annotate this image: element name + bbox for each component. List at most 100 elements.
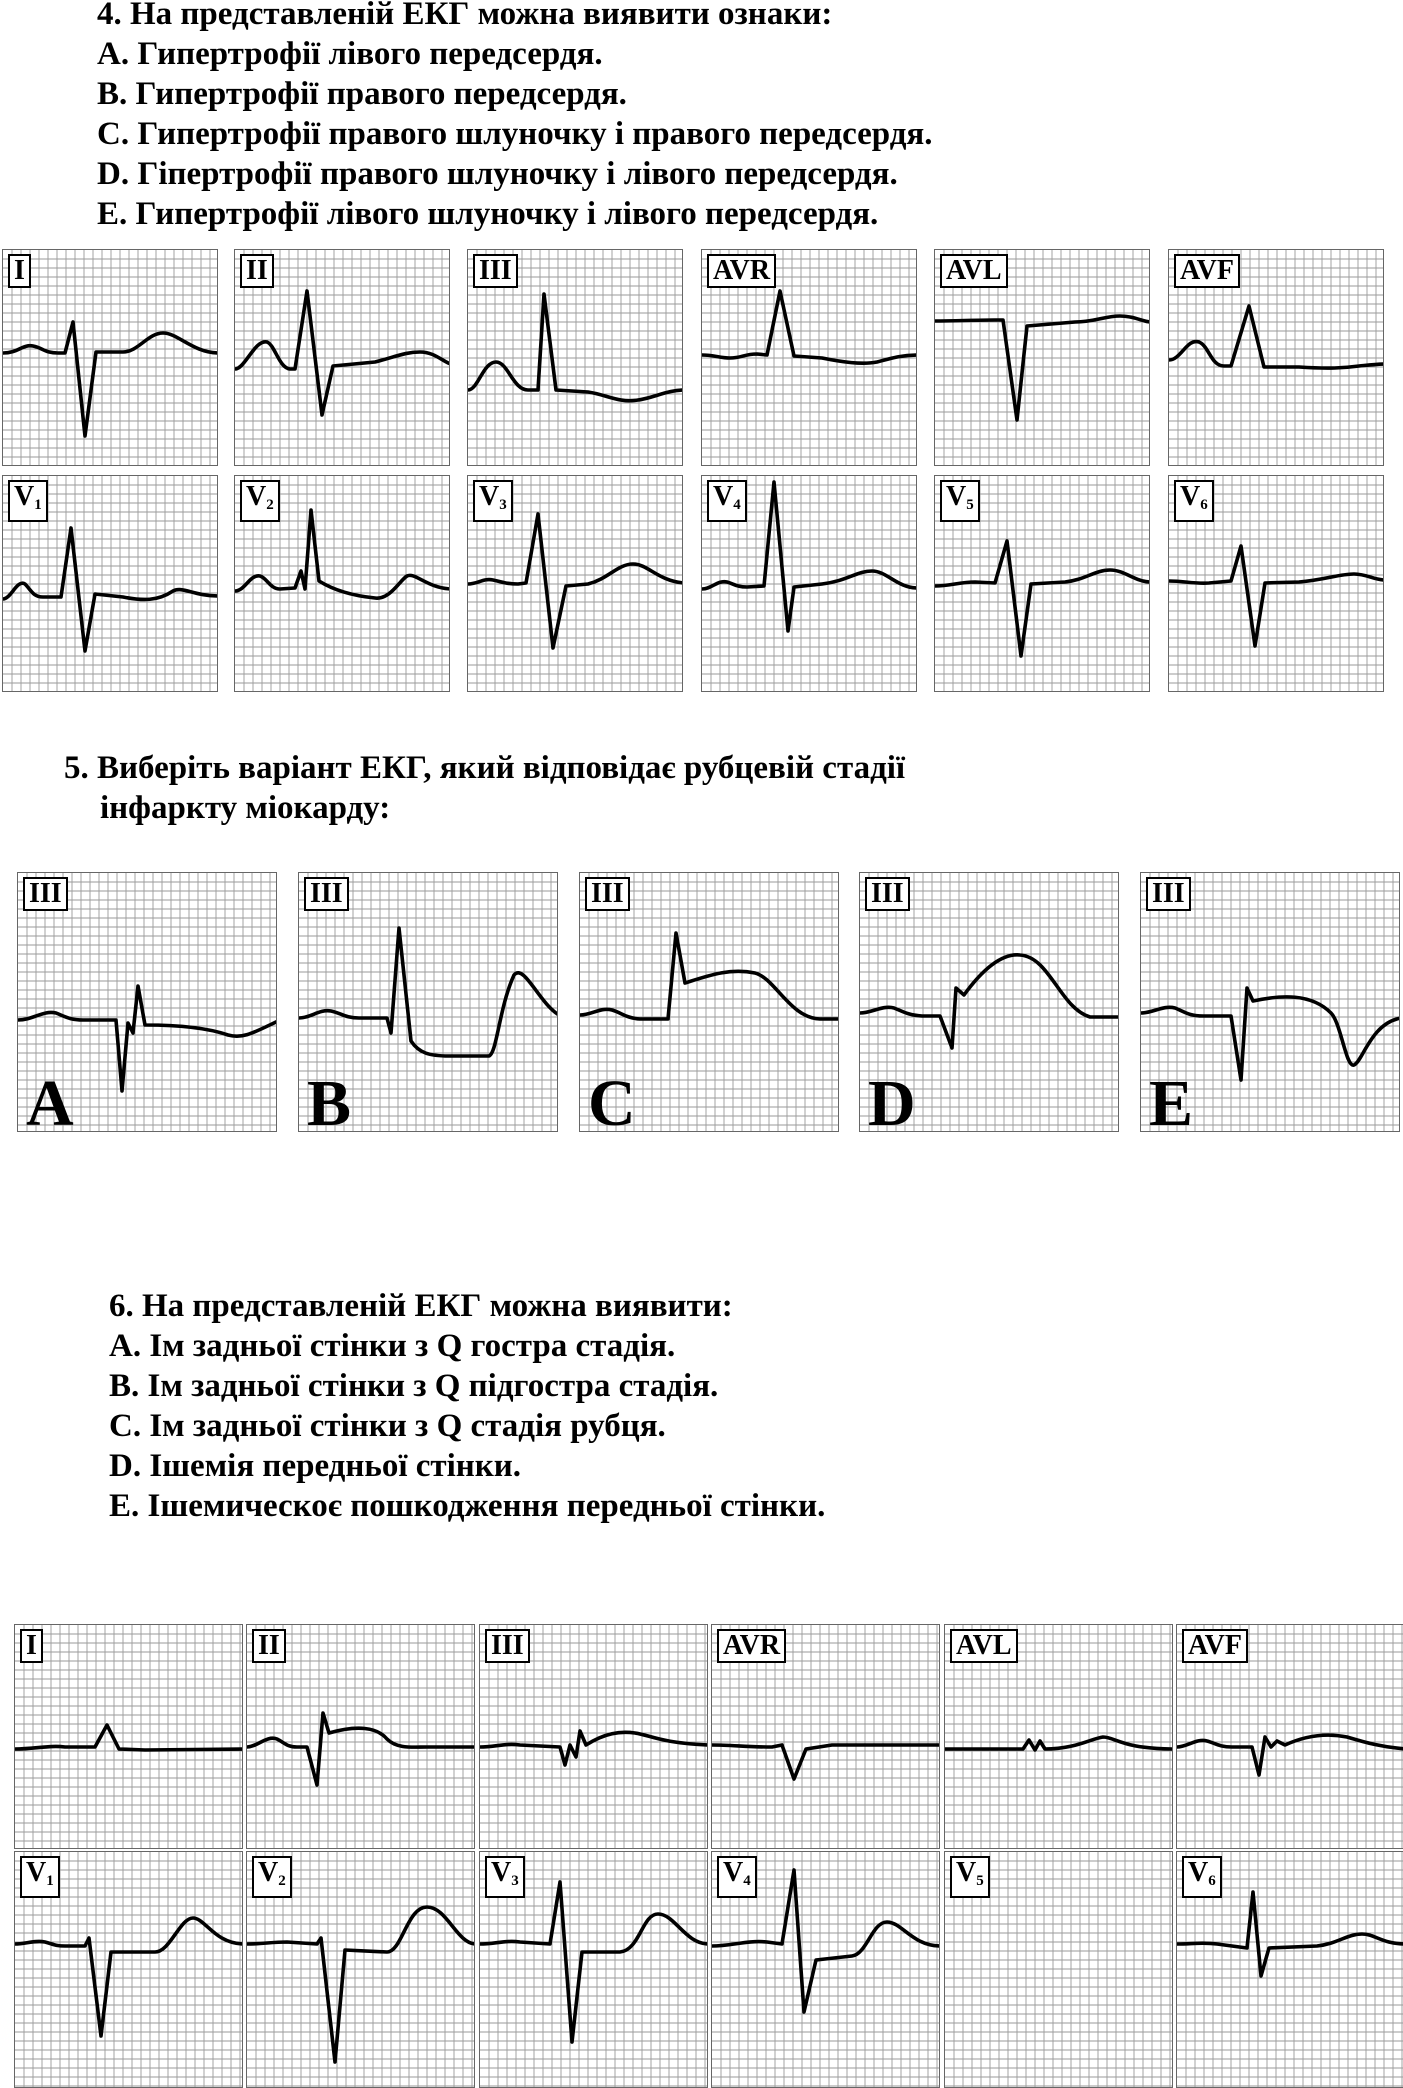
ecg-trace xyxy=(15,1723,242,1752)
lead-label: III xyxy=(473,254,518,288)
q5-option-b-panel[interactable]: III B xyxy=(298,872,558,1132)
ecg-grid-paper xyxy=(712,1852,939,2087)
question-4-option-a: A. Гипертрофії лівого передсердя. xyxy=(97,36,603,72)
q4-ecg-panel-v6: V6 xyxy=(1168,475,1384,692)
ecg-trace xyxy=(580,931,838,1021)
ecg-trace xyxy=(3,320,217,438)
ecg-trace xyxy=(468,292,682,403)
lead-label: V1 xyxy=(20,1856,60,1898)
ecg-grid-paper xyxy=(299,873,557,1131)
question-4-option-d: D. Гіпертрофії правого шлуночку і лівого… xyxy=(97,156,898,192)
ecg-trace xyxy=(480,1729,707,1767)
option-letter: E xyxy=(1149,1067,1194,1132)
q6-ecg-panel-v1: V1 xyxy=(14,1851,243,2088)
ecg-grid-paper xyxy=(702,476,916,691)
lead-label: V5 xyxy=(940,480,980,522)
ecg-trace xyxy=(18,984,276,1093)
lead-label: V6 xyxy=(1174,480,1214,522)
ecg-grid-paper xyxy=(235,250,449,465)
q6-ecg-panel-ii: II xyxy=(246,1624,475,1849)
q4-ecg-panel-avr: AVR xyxy=(701,249,917,466)
q6-ecg-panel-avr: AVR xyxy=(711,1624,940,1849)
question-4-option-b: B. Гипертрофії правого передсердя. xyxy=(97,76,627,112)
question-4: 4. На представленій ЕКГ можна виявити оз… xyxy=(97,0,933,234)
lead-label: AVF xyxy=(1182,1629,1248,1663)
question-5-title-line-1: 5. Виберіть варіант ЕКГ, який відповідає… xyxy=(64,750,906,786)
lead-label: V6 xyxy=(1182,1856,1222,1898)
q4-ecg-panel-v1: V1 xyxy=(2,475,218,692)
q4-ecg-panel-v2: V2 xyxy=(234,475,450,692)
lead-subscript: 5 xyxy=(966,497,974,513)
ecg-trace xyxy=(247,1711,474,1787)
lead-subscript: 4 xyxy=(733,497,741,513)
ecg-trace xyxy=(235,508,449,600)
q5-option-a-panel[interactable]: III A xyxy=(17,872,277,1132)
lead-subscript: 6 xyxy=(1208,1873,1216,1889)
q6-ecg-panel-v2: V2 xyxy=(246,1851,475,2088)
option-letter: D xyxy=(868,1067,916,1132)
q4-ecg-panel-i: I xyxy=(2,249,218,466)
q4-ecg-panel-v5: V5 xyxy=(934,475,1150,692)
ecg-grid-paper xyxy=(1177,1852,1403,2087)
q4-ecg-panel-v4: V4 xyxy=(701,475,917,692)
q6-ecg-panel-v5: V5 xyxy=(944,1851,1173,2088)
ecg-trace xyxy=(702,480,916,633)
lead-subscript: 2 xyxy=(266,497,274,513)
ecg-grid-paper xyxy=(935,250,1149,465)
ecg-grid-paper xyxy=(15,1852,242,2087)
ecg-grid-paper xyxy=(247,1852,474,2087)
lead-subscript: 4 xyxy=(743,1873,751,1889)
lead-label: AVR xyxy=(717,1629,787,1663)
ecg-trace xyxy=(702,289,916,366)
question-4-option-c: C. Гипертрофії правого шлуночку і правог… xyxy=(97,116,933,152)
lead-label: II xyxy=(252,1629,286,1663)
lead-label: I xyxy=(20,1629,43,1663)
ecg-trace xyxy=(1169,544,1383,648)
ecg-grid-paper xyxy=(468,250,682,465)
question-6-option-d: D. Ішемія передньої стінки. xyxy=(109,1448,522,1484)
q6-ecg-panel-avf: AVF xyxy=(1176,1624,1403,1849)
ecg-trace xyxy=(480,1880,707,2044)
ecg-trace xyxy=(1177,1890,1403,1978)
q6-ecg-panel-v3: V3 xyxy=(479,1851,708,2088)
q4-ecg-panel-avf: AVF xyxy=(1168,249,1384,466)
q5-option-d-panel[interactable]: III D xyxy=(859,872,1119,1132)
ecg-grid-paper xyxy=(860,873,1118,1131)
ecg-trace xyxy=(15,1916,242,2038)
ecg-trace xyxy=(945,1735,1172,1752)
question-6-title: 6. На представленій ЕКГ можна виявити: xyxy=(109,1288,733,1324)
lead-subscript: 5 xyxy=(976,1873,984,1889)
lead-label: III xyxy=(23,877,68,911)
ecg-trace xyxy=(3,526,217,653)
option-letter: B xyxy=(307,1067,352,1132)
ecg-trace xyxy=(1169,304,1383,370)
ecg-trace xyxy=(860,953,1118,1050)
question-4-title: 4. На представленій ЕКГ можна виявити оз… xyxy=(97,0,833,32)
lead-label: AVL xyxy=(950,1629,1018,1663)
question-6-option-b: B. Ім задньої стінки з Q підгостра стаді… xyxy=(109,1368,719,1404)
ecg-trace xyxy=(935,314,1149,422)
ecg-grid-paper xyxy=(580,873,838,1131)
q6-ecg-panel-v4: V4 xyxy=(711,1851,940,2088)
ecg-trace xyxy=(468,512,682,650)
lead-label: AVF xyxy=(1174,254,1240,288)
q5-option-e-panel[interactable]: III E xyxy=(1140,872,1400,1132)
question-6-option-e: E. Ішемическоє пошкодження передньої сті… xyxy=(109,1488,826,1524)
ecg-trace xyxy=(299,926,557,1058)
lead-subscript: 1 xyxy=(34,497,42,513)
option-letter: A xyxy=(26,1067,74,1132)
q6-ecg-panel-iii: III xyxy=(479,1624,708,1849)
ecg-trace xyxy=(712,1743,939,1781)
lead-subscript: 1 xyxy=(46,1873,54,1889)
lead-subscript: 3 xyxy=(511,1873,519,1889)
ecg-grid-paper xyxy=(480,1852,707,2087)
ecg-trace xyxy=(1141,986,1399,1082)
q5-option-c-panel[interactable]: III C xyxy=(579,872,839,1132)
q6-ecg-panel-avl: AVL xyxy=(944,1624,1173,1849)
q6-ecg-panel-i: I xyxy=(14,1624,243,1849)
lead-label: AVL xyxy=(940,254,1008,288)
lead-label: III xyxy=(304,877,349,911)
lead-subscript: 6 xyxy=(1200,497,1208,513)
lead-label: I xyxy=(8,254,31,288)
lead-label: V3 xyxy=(473,480,513,522)
